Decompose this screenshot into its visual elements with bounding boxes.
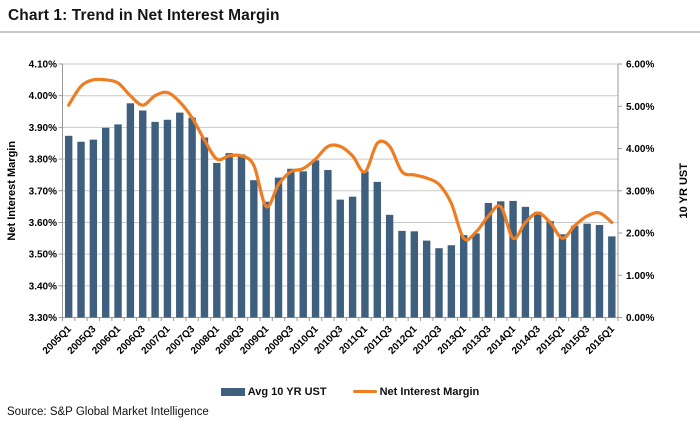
nim-trend-chart: 4.10% 4.00% 3.90% 3.80% 3.70% 3.60% 3.50% 3.40%… bbox=[6, 60, 690, 357]
chart-header: Chart 1: Trend in Net Interest Margin bbox=[0, 0, 700, 25]
bar-2007Q2 bbox=[176, 112, 184, 318]
legend-item-avg-10yr-ust: Avg 10 YR UST bbox=[220, 385, 327, 398]
bar-2015Q1 bbox=[558, 234, 567, 318]
net-interest-margin-line bbox=[67, 77, 614, 242]
bar-series-swatch bbox=[220, 387, 245, 396]
bar-series-label: Avg 10 YR UST bbox=[247, 385, 327, 398]
bar-2008Q1 bbox=[213, 162, 221, 318]
chart-title: Chart 1: Trend in Net Interest Margin bbox=[8, 7, 280, 24]
bar-2015Q4 bbox=[595, 224, 604, 318]
left-axis-tick-label: 3.30% bbox=[29, 313, 57, 324]
bar-2013Q2 bbox=[472, 233, 480, 318]
bar-2012Q4 bbox=[447, 245, 456, 318]
chart-legend: Avg 10 YR UST Net Interest Margin bbox=[0, 384, 700, 399]
bar-2005Q1 bbox=[64, 135, 73, 318]
bar-2015Q2 bbox=[571, 225, 579, 318]
bar-2011Q1 bbox=[361, 171, 369, 318]
bar-2011Q4 bbox=[398, 230, 406, 318]
bar-2007Q3 bbox=[188, 117, 196, 318]
bar-2007Q1 bbox=[163, 119, 172, 318]
bar-2010Q3 bbox=[336, 199, 344, 318]
source-note: Source: S&P Global Market Intelligence bbox=[7, 406, 209, 418]
bar-2009Q1 bbox=[262, 201, 270, 318]
left-axis-tick-label: 3.40% bbox=[29, 281, 57, 292]
title-divider bbox=[0, 31, 700, 33]
bar-2012Q1 bbox=[410, 231, 419, 318]
right-axis-tick-label: 3.00% bbox=[626, 186, 654, 197]
bar-2013Q3 bbox=[484, 203, 493, 318]
bar-2007Q4 bbox=[200, 137, 209, 318]
bar-2014Q3 bbox=[534, 211, 542, 318]
left-axis-title: Net Interest Margin bbox=[6, 141, 18, 241]
bar-2010Q2 bbox=[324, 170, 332, 318]
bar-2015Q3 bbox=[583, 223, 591, 318]
bar-2011Q3 bbox=[385, 214, 394, 318]
left-axis-tick-label: 3.60% bbox=[29, 218, 57, 229]
bar-2012Q2 bbox=[422, 240, 431, 318]
right-axis-title: 10 YR UST bbox=[678, 163, 690, 219]
bar-2013Q4 bbox=[497, 201, 505, 318]
left-axis-tick-label: 3.80% bbox=[29, 155, 57, 166]
left-axis-tick-label: 4.00% bbox=[29, 91, 57, 102]
right-axis-tick-label: 2.00% bbox=[626, 229, 654, 240]
bar-2014Q2 bbox=[521, 206, 530, 318]
bar-2016Q1 bbox=[608, 236, 616, 318]
bar-2014Q1 bbox=[509, 200, 517, 318]
bar-2009Q2 bbox=[274, 177, 283, 318]
bar-2011Q2 bbox=[373, 181, 381, 318]
left-axis-tick-label: 3.70% bbox=[29, 186, 57, 197]
bar-2013Q1 bbox=[459, 235, 468, 318]
bar-2005Q4 bbox=[102, 127, 110, 318]
left-axis-tick-label: 3.90% bbox=[29, 123, 57, 134]
right-axis-tick-label: 4.00% bbox=[626, 144, 654, 155]
bar-2008Q4 bbox=[250, 180, 258, 318]
line-series-label: Net Interest Margin bbox=[379, 385, 480, 398]
bar-2006Q4 bbox=[151, 121, 159, 318]
legend-item-net-interest-margin: Net Interest Margin bbox=[352, 385, 480, 398]
left-axis-tick-label: 4.10% bbox=[29, 60, 57, 71]
bar-2008Q2 bbox=[225, 153, 233, 318]
bar-2005Q3 bbox=[89, 139, 98, 318]
right-axis-tick-label: 0.00% bbox=[626, 313, 654, 324]
bar-2010Q4 bbox=[348, 196, 357, 318]
bar-2006Q3 bbox=[139, 110, 147, 318]
bar-2006Q1 bbox=[114, 124, 122, 318]
bar-2014Q4 bbox=[546, 221, 554, 318]
bar-2006Q2 bbox=[126, 103, 135, 318]
bar-2005Q2 bbox=[77, 141, 85, 318]
left-axis-tick-label: 3.50% bbox=[29, 250, 57, 261]
bar-2012Q3 bbox=[435, 248, 443, 318]
bar-2010Q1 bbox=[311, 160, 320, 318]
right-axis-tick-label: 6.00% bbox=[626, 60, 654, 71]
bar-2009Q3 bbox=[287, 168, 295, 318]
bar-2009Q4 bbox=[299, 171, 307, 318]
line-series-swatch bbox=[352, 389, 377, 394]
bar-2008Q3 bbox=[237, 154, 246, 318]
right-axis-tick-label: 5.00% bbox=[626, 102, 654, 113]
right-axis-tick-label: 1.00% bbox=[626, 271, 654, 282]
